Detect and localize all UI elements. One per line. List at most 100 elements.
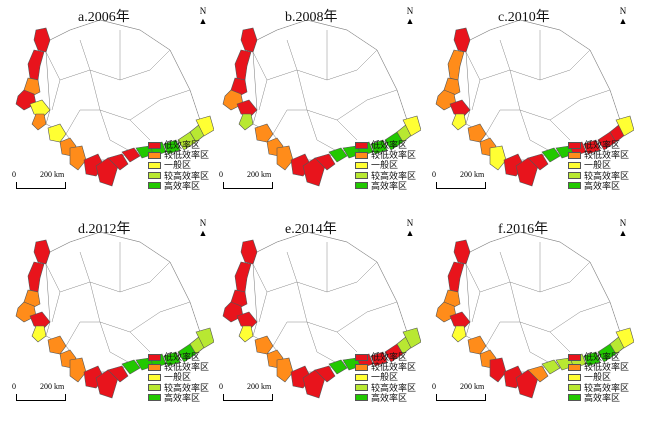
scale-bar — [16, 182, 66, 189]
border-county — [370, 139, 388, 155]
panel-b: b.2008年 N ▲ 低效率区 较低效率区 一般区 较高效率区 高效率区 0 2… — [207, 0, 421, 206]
legend: 低效率区 较低效率区 一般区 较高效率区 高效率区 — [568, 352, 629, 403]
legend-label: 高效率区 — [371, 180, 408, 191]
legend-swatch — [568, 172, 581, 180]
border-county — [314, 153, 336, 171]
map-c — [435, 19, 634, 187]
legend-label: 一般区 — [371, 160, 399, 171]
legend-label: 一般区 — [164, 372, 192, 383]
county-boundary — [65, 321, 100, 347]
north-label: N — [619, 218, 627, 228]
border-county — [467, 335, 487, 355]
panel-f: f.2016年 N ▲ 低效率区 较低效率区 一般区 较高效率区 高效率区 0 2… — [420, 212, 634, 418]
legend-item-mid-low: 较低效率区 — [568, 150, 629, 160]
panel-title: a.2006年 — [78, 10, 130, 25]
legend-swatch — [148, 373, 161, 381]
border-county — [238, 325, 254, 343]
north-arrow-icon: N ▲ — [618, 6, 628, 26]
border-county — [163, 139, 181, 155]
border-county — [615, 115, 634, 137]
border-county — [254, 123, 274, 143]
county-boundary — [499, 39, 511, 71]
border-county — [489, 357, 507, 383]
legend-label: 高效率区 — [584, 180, 621, 191]
border-county — [527, 365, 549, 383]
scale-bar — [223, 394, 273, 401]
north-label: N — [619, 6, 627, 16]
county-boundary — [99, 321, 129, 363]
north-label: N — [199, 6, 207, 16]
legend-label: 低效率区 — [371, 352, 408, 362]
scale-bar — [436, 394, 486, 401]
legend-item-mid: 一般区 — [148, 372, 209, 382]
border-county — [541, 359, 561, 375]
north-label: N — [199, 218, 207, 228]
panel-title: c.2010年 — [498, 10, 550, 25]
scale-distance: 200 km — [460, 170, 485, 179]
legend: 低效率区 较低效率区 一般区 较高效率区 高效率区 — [148, 352, 209, 403]
legend-label: 较低效率区 — [164, 150, 210, 161]
border-county — [302, 369, 326, 399]
border-county — [69, 145, 87, 171]
legend-item-low: 低效率区 — [568, 140, 629, 150]
border-county — [583, 139, 601, 155]
legend-label: 高效率区 — [164, 180, 201, 191]
legend-label: 一般区 — [584, 372, 612, 383]
border-county — [95, 157, 119, 187]
legend-swatch — [355, 363, 368, 371]
border-county — [27, 49, 45, 81]
legend-label: 高效率区 — [584, 392, 621, 403]
legend-item-high: 高效率区 — [355, 393, 416, 403]
legend-label: 较低效率区 — [164, 362, 210, 373]
border-county — [47, 123, 67, 143]
legend-label: 低效率区 — [164, 140, 201, 150]
border-county — [236, 311, 258, 329]
legend-label: 较高效率区 — [164, 382, 210, 393]
legend-item-high: 高效率区 — [355, 181, 416, 191]
legend-item-low: 低效率区 — [148, 140, 209, 150]
scale-bar — [436, 182, 486, 189]
legend: 低效率区 较低效率区 一般区 较高效率区 高效率区 — [148, 140, 209, 191]
legend-swatch — [355, 394, 368, 402]
county-boundary — [272, 321, 307, 347]
border-county — [447, 49, 465, 81]
county-boundary — [306, 321, 336, 363]
border-county — [31, 325, 47, 343]
legend-item-high: 高效率区 — [148, 393, 209, 403]
county-boundary — [79, 251, 91, 283]
legend-swatch — [148, 384, 161, 392]
county-boundary — [549, 331, 571, 353]
legend: 低效率区 较低效率区 一般区 较高效率区 高效率区 — [355, 352, 416, 403]
scale-zero: 0 — [12, 382, 16, 391]
border-county — [302, 157, 326, 187]
border-county — [527, 153, 549, 171]
border-county — [195, 115, 214, 137]
legend-swatch — [568, 151, 581, 159]
panel-title: e.2014年 — [285, 222, 337, 237]
north-arrow-icon: N ▲ — [405, 6, 415, 26]
legend-swatch — [568, 353, 581, 361]
legend-item-mid-high: 较高效率区 — [355, 383, 416, 393]
border-county — [29, 99, 51, 117]
scale-bar — [16, 394, 66, 401]
legend-item-mid-high: 较高效率区 — [355, 171, 416, 181]
legend-swatch — [148, 363, 161, 371]
legend-item-high: 高效率区 — [148, 181, 209, 191]
border-county — [453, 239, 471, 265]
map-d — [15, 231, 214, 399]
county-boundary — [286, 39, 298, 71]
panel-title: f.2016年 — [498, 222, 549, 237]
legend-swatch — [568, 182, 581, 190]
border-county — [107, 153, 129, 171]
legend-label: 一般区 — [164, 160, 192, 171]
legend-label: 较低效率区 — [371, 362, 417, 373]
legend-swatch — [568, 363, 581, 371]
scale-zero: 0 — [432, 382, 436, 391]
legend-item-mid: 一般区 — [355, 372, 416, 382]
border-county — [31, 113, 47, 131]
border-county — [541, 147, 561, 163]
legend-swatch — [148, 161, 161, 169]
border-county — [240, 239, 258, 265]
county-boundary — [65, 109, 100, 135]
legend-label: 低效率区 — [584, 140, 621, 150]
